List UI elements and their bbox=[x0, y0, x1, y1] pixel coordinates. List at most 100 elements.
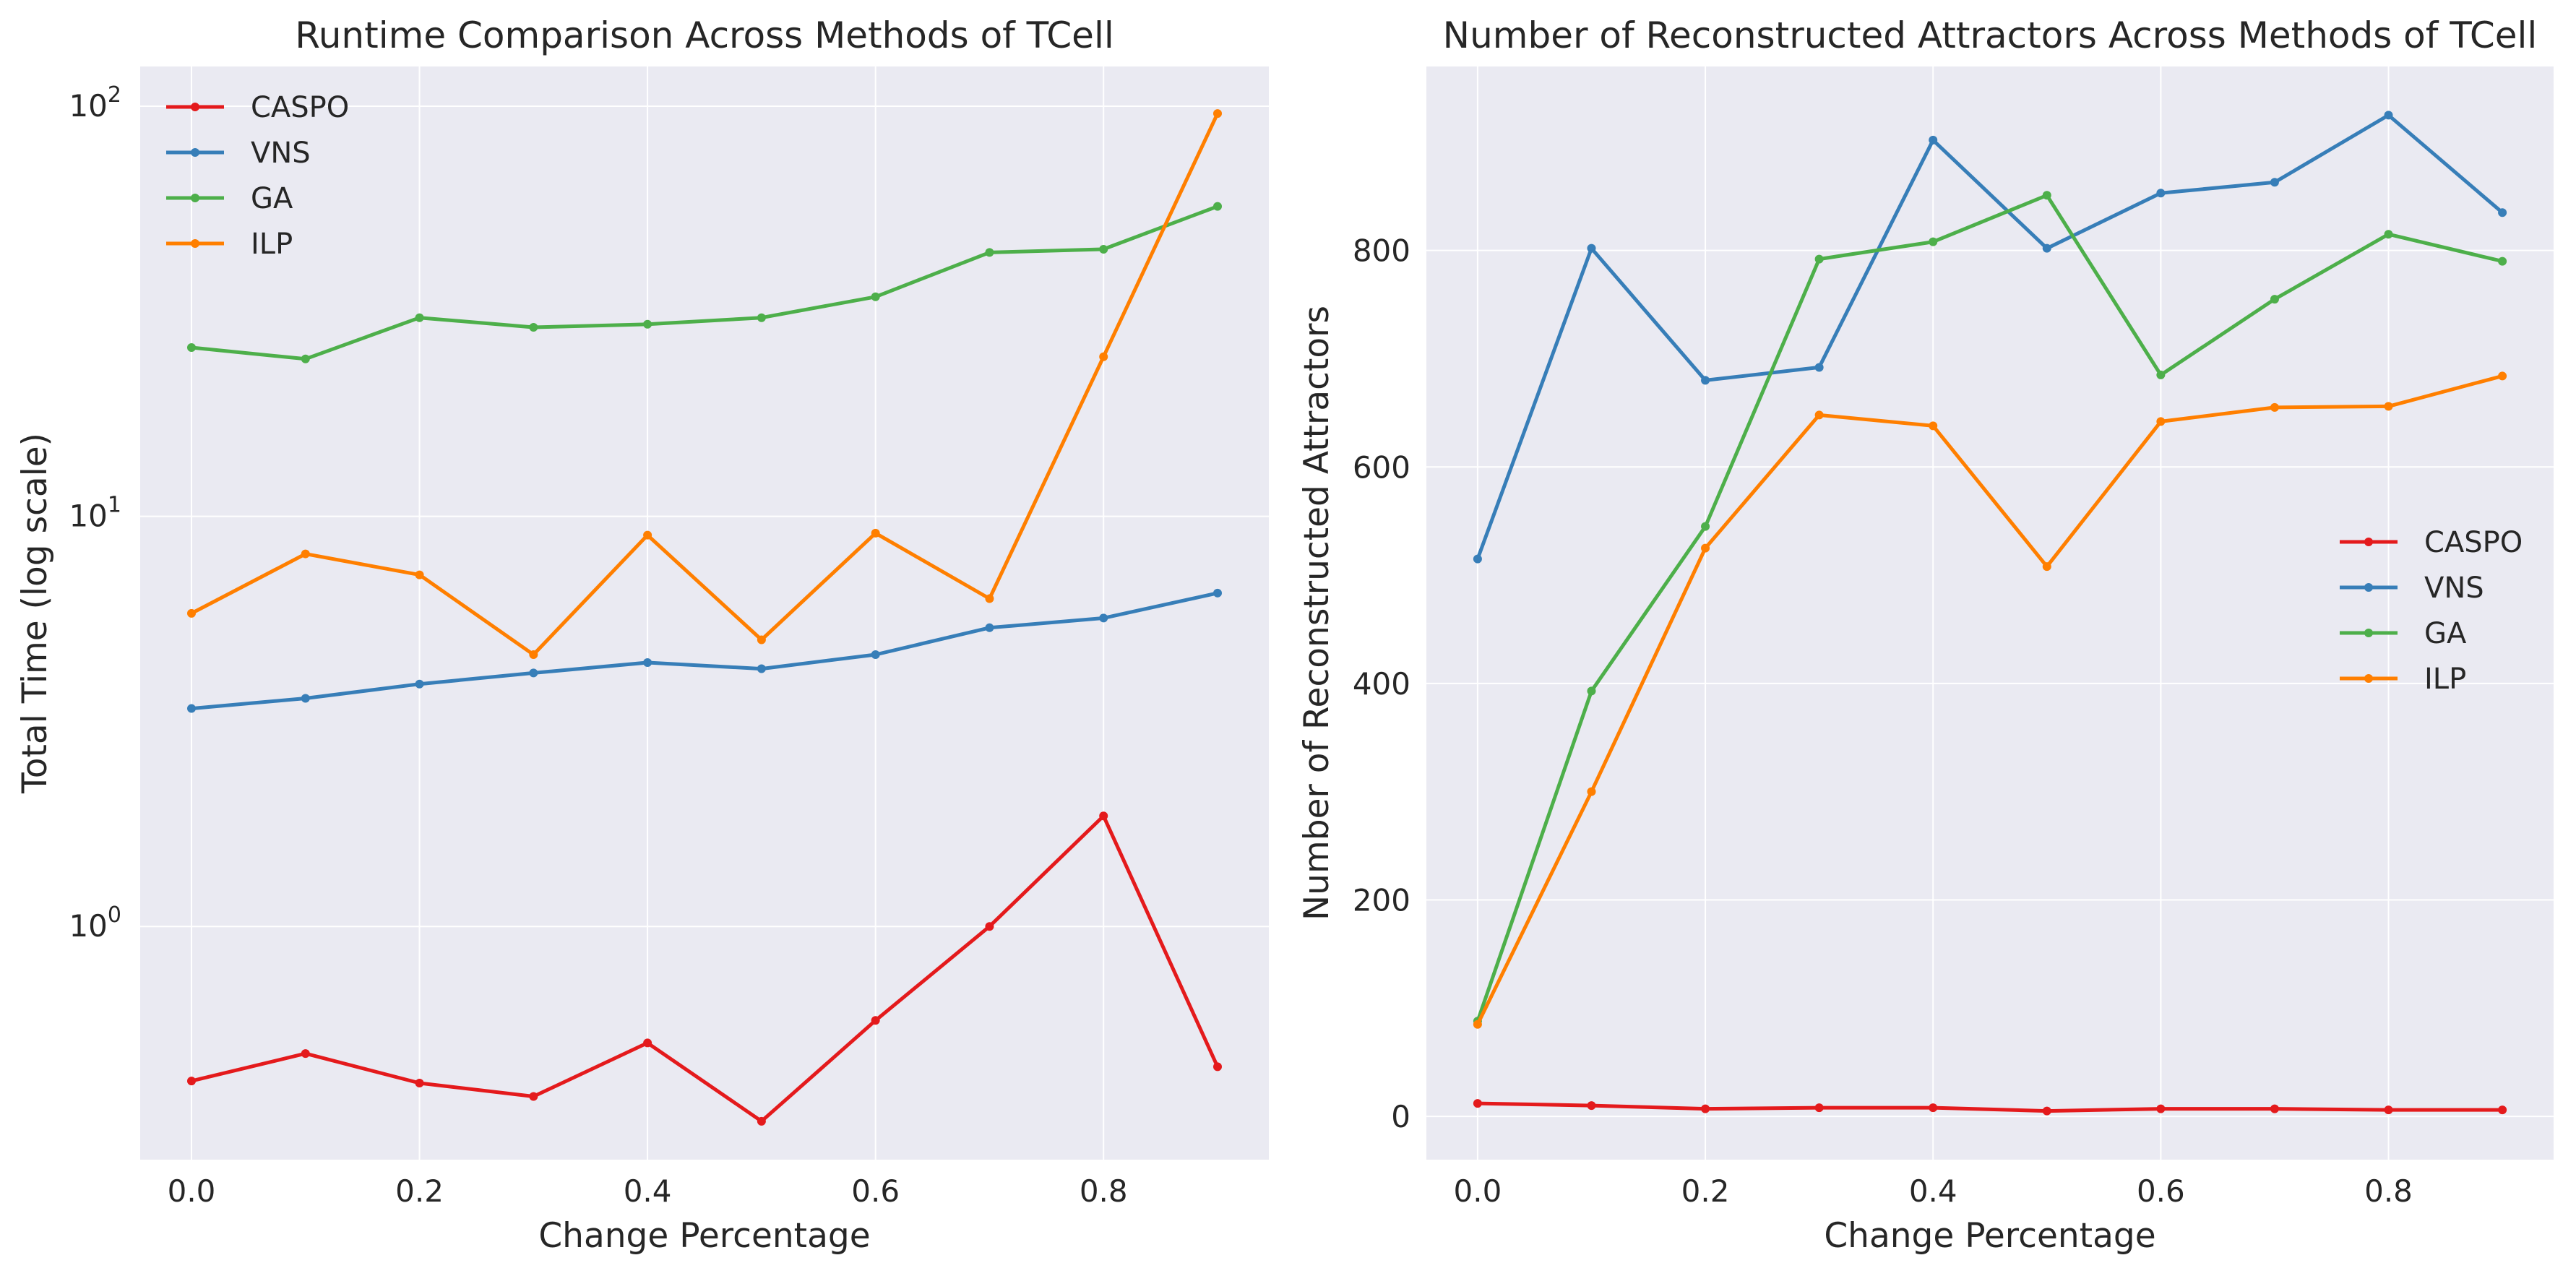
x-tick-label: 0.0 bbox=[168, 1173, 216, 1209]
data-point-ga bbox=[1099, 244, 1108, 254]
data-point-caspo bbox=[643, 1038, 652, 1048]
series-line-ga bbox=[189, 204, 1220, 361]
series-ga bbox=[1473, 191, 2507, 1026]
data-point-ga bbox=[871, 292, 880, 301]
data-point-ga bbox=[1814, 254, 1824, 264]
x-tick-label: 0.2 bbox=[1681, 1173, 1730, 1209]
plot-area bbox=[140, 66, 1269, 1160]
y-tick-base: 10 bbox=[69, 908, 107, 944]
data-point-vns bbox=[187, 704, 196, 713]
data-point-ga bbox=[1929, 237, 1938, 246]
x-tick-label: 0.6 bbox=[851, 1173, 900, 1209]
data-point-vns bbox=[1701, 376, 1710, 385]
legend-marker bbox=[191, 103, 199, 111]
y-tick-label: 400 bbox=[1353, 666, 1410, 702]
data-point-ilp bbox=[757, 635, 766, 645]
x-tick-label: 0.6 bbox=[2137, 1173, 2185, 1209]
data-point-caspo bbox=[2156, 1104, 2166, 1113]
y-tick-label: 200 bbox=[1353, 882, 1410, 918]
data-point-ilp bbox=[2498, 371, 2507, 381]
data-point-caspo bbox=[2042, 1106, 2051, 1116]
data-point-vns bbox=[301, 694, 310, 703]
legend-marker bbox=[2364, 629, 2373, 637]
legend-label: VNS bbox=[2424, 572, 2484, 605]
legend: CASPO VNS GA ILP bbox=[166, 91, 349, 261]
series-vns bbox=[1473, 111, 2507, 564]
data-point-caspo bbox=[415, 1079, 424, 1088]
series-caspo bbox=[187, 811, 1222, 1126]
y-tick-label: 102 bbox=[69, 82, 121, 124]
y-tick-exponent: 2 bbox=[108, 82, 121, 108]
data-point-ga bbox=[415, 313, 424, 322]
data-point-ga bbox=[2042, 191, 2051, 200]
series-caspo bbox=[1473, 1099, 2507, 1116]
x-tick-label: 0.8 bbox=[2364, 1173, 2413, 1209]
gridlines bbox=[1426, 66, 2554, 1160]
data-point-caspo bbox=[757, 1116, 766, 1126]
data-point-vns bbox=[985, 623, 994, 632]
series-ilp bbox=[1473, 371, 2507, 1029]
legend-label: GA bbox=[251, 182, 293, 215]
data-point-ilp bbox=[2270, 402, 2279, 412]
data-point-ga bbox=[2384, 230, 2393, 239]
series-ilp bbox=[187, 109, 1222, 660]
data-point-ilp bbox=[1701, 543, 1710, 553]
data-point-ga bbox=[1587, 686, 1596, 696]
series-ga bbox=[187, 202, 1222, 363]
legend-label: CASPO bbox=[251, 91, 349, 124]
data-point-vns bbox=[1814, 363, 1824, 372]
data-point-ilp bbox=[2156, 417, 2166, 426]
data-point-ga bbox=[1701, 522, 1710, 531]
data-point-ilp bbox=[529, 650, 538, 660]
legend-marker bbox=[2364, 583, 2373, 592]
x-tick-label: 0.4 bbox=[624, 1173, 672, 1209]
x-axis-label: Change Percentage bbox=[1824, 1216, 2155, 1256]
data-point-ilp bbox=[643, 530, 652, 540]
data-point-vns bbox=[2270, 178, 2279, 187]
data-point-ilp bbox=[187, 608, 196, 618]
chart-title: Number of Reconstructed Attractors Acros… bbox=[1443, 14, 2538, 56]
data-point-vns bbox=[415, 679, 424, 689]
legend-marker bbox=[191, 148, 199, 157]
data-point-ga bbox=[301, 354, 310, 363]
data-point-vns bbox=[1929, 135, 1938, 145]
y-tick-label: 600 bbox=[1353, 449, 1410, 485]
data-point-caspo bbox=[1099, 811, 1108, 821]
legend-marker bbox=[191, 194, 199, 202]
data-point-ga bbox=[529, 323, 538, 332]
data-point-ilp bbox=[2384, 402, 2393, 411]
x-tick-label: 0.2 bbox=[395, 1173, 444, 1209]
series-line-ga bbox=[1476, 193, 2504, 1023]
data-point-ilp bbox=[1473, 1019, 1482, 1029]
data-point-ilp bbox=[1814, 410, 1824, 420]
data-point-ga bbox=[1213, 202, 1222, 211]
data-point-ilp bbox=[301, 549, 310, 559]
legend-label: ILP bbox=[2424, 663, 2466, 696]
y-tick-label: 800 bbox=[1353, 233, 1410, 269]
data-point-caspo bbox=[1587, 1101, 1596, 1111]
y-tick-label: 100 bbox=[69, 902, 121, 944]
y-tick-base: 10 bbox=[69, 499, 107, 534]
x-axis-label: Change Percentage bbox=[538, 1216, 870, 1256]
series-vns bbox=[187, 588, 1222, 713]
data-point-ga bbox=[2156, 370, 2166, 379]
data-point-ilp bbox=[1099, 352, 1108, 361]
attractors-chart: 0.0 0.2 0.4 0.6 0.8 0 200 400 600 800 Number of Re… bbox=[1297, 14, 2554, 1256]
series-line-vns bbox=[189, 591, 1220, 711]
data-point-vns bbox=[529, 668, 538, 678]
data-point-ga bbox=[187, 342, 196, 352]
chart-title: Runtime Comparison Across Methods of TCe… bbox=[295, 14, 1113, 56]
data-point-caspo bbox=[1213, 1062, 1222, 1072]
data-point-vns bbox=[757, 664, 766, 673]
series-line-ilp bbox=[189, 111, 1220, 657]
y-tick-exponent: 1 bbox=[108, 493, 121, 518]
data-point-vns bbox=[1099, 613, 1108, 623]
legend: CASPO VNS GA ILP bbox=[2340, 526, 2523, 696]
data-point-vns bbox=[2156, 189, 2166, 198]
data-point-vns bbox=[643, 658, 652, 668]
x-tick-label: 0.0 bbox=[1454, 1173, 1502, 1209]
y-axis-label: Number of Reconstructed Attractors bbox=[1297, 306, 1337, 921]
legend-label: ILP bbox=[251, 228, 293, 261]
data-point-caspo bbox=[1814, 1103, 1824, 1113]
